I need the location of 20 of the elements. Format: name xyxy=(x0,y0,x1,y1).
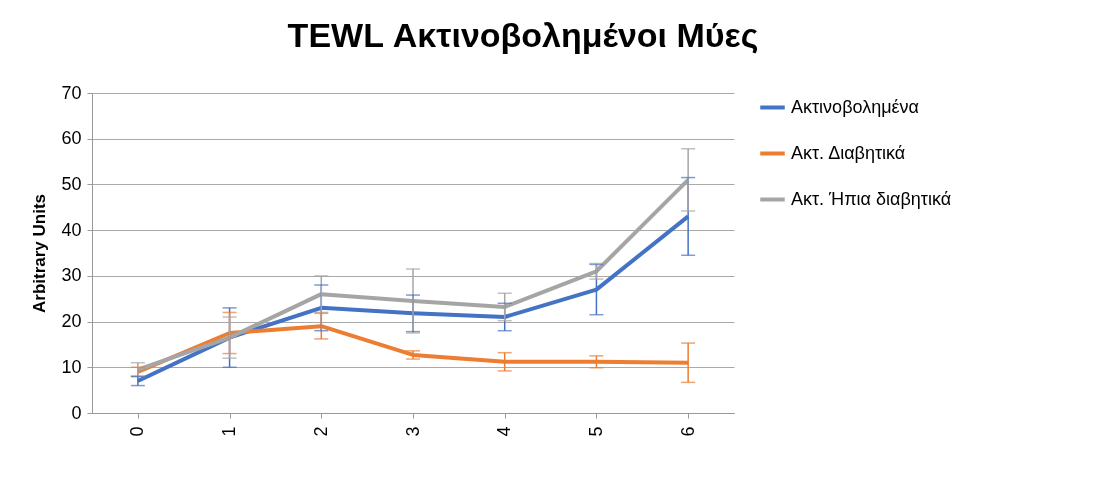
x-tick-label: 6 xyxy=(677,426,698,437)
y-tick-label: 50 xyxy=(61,173,82,194)
x-tick-label: 5 xyxy=(585,426,606,437)
y-axis-title: Arbitrary Units xyxy=(30,193,50,314)
x-tick-label: 0 xyxy=(127,426,148,437)
legend-label: Ακτ. Διαβητικά xyxy=(791,142,906,163)
x-tick-label: 4 xyxy=(494,426,515,437)
y-tick-label: 10 xyxy=(61,356,82,377)
x-tick-label: 2 xyxy=(310,426,331,437)
y-tick-label: 70 xyxy=(61,82,82,103)
y-tick-label: 0 xyxy=(71,402,82,423)
y-tick-label: 40 xyxy=(61,219,82,240)
y-tick-label: 60 xyxy=(61,128,82,149)
legend-label: Ακτινοβολημένα xyxy=(791,96,919,117)
x-tick-label: 1 xyxy=(219,426,240,437)
x-tick-label: 3 xyxy=(402,426,423,437)
legend-label: Ακτ. Ήπια διαβητικά xyxy=(791,188,952,209)
y-tick-label: 20 xyxy=(61,311,82,332)
y-tick-label: 30 xyxy=(61,265,82,286)
chart-title: TEWL Ακτινοβολημένοι Μύες xyxy=(287,16,759,54)
